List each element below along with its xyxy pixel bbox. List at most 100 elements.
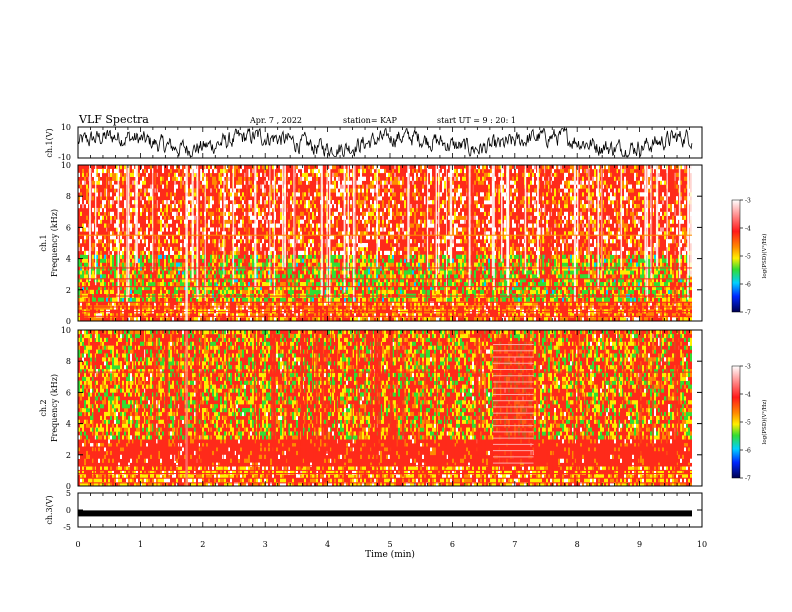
- spectrogram-cell: [400, 211, 402, 216]
- spectrogram-cell: [480, 207, 482, 213]
- spectrogram-cell: [532, 200, 534, 205]
- spectrogram-cell: [212, 196, 214, 201]
- spectrogram-cell: [554, 313, 556, 318]
- spectrogram-cell: [254, 313, 256, 318]
- spectrogram-cell: [222, 289, 224, 294]
- spectrogram-cell: [270, 196, 272, 201]
- spectrogram-cell: [160, 219, 162, 224]
- spectrogram-cell: [478, 223, 480, 228]
- spectrogram-cell: [362, 254, 364, 259]
- spectrogram-cell: [504, 313, 506, 318]
- spectrogram-cell: [188, 266, 190, 271]
- spectrogram-cell: [266, 207, 268, 213]
- spectrogram-cell: [358, 258, 360, 263]
- spectrogram-cell: [174, 289, 176, 294]
- spectrogram-cell: [372, 266, 374, 271]
- spectrogram-cell: [116, 192, 118, 197]
- spectrogram-cell: [488, 231, 490, 236]
- spectrogram-cell: [416, 196, 418, 201]
- spectrogram-cell: [438, 274, 440, 279]
- spectrogram-cell: [134, 270, 136, 275]
- spectrogram-cell: [422, 317, 424, 321]
- spectrogram-cell: [362, 282, 364, 287]
- spectrogram-cell: [96, 254, 98, 259]
- spectrogram-cell: [392, 285, 394, 291]
- spectrogram-cell: [258, 254, 260, 259]
- spectrogram-cell: [366, 274, 368, 279]
- spectrogram-cell: [362, 188, 364, 193]
- spectrogram-cell: [494, 176, 496, 181]
- spectrogram-cell: [398, 243, 400, 248]
- spectrogram-cell: [172, 211, 174, 216]
- spectrogram-cell: [172, 176, 174, 181]
- spectrogram-cell: [248, 168, 250, 174]
- spectrogram-cell: [340, 285, 342, 291]
- spectrogram-cell: [226, 184, 228, 189]
- spectrogram-cell: [174, 215, 176, 220]
- spectrogram-cell: [270, 285, 272, 291]
- spectrogram-cell: [314, 168, 316, 174]
- spectrogram-cell: [178, 254, 180, 259]
- spectrogram-cell: [556, 301, 558, 306]
- spectrogram-cell: [464, 204, 466, 209]
- spectrogram-cell: [112, 297, 114, 302]
- spectrogram-cell: [350, 254, 352, 259]
- spectrogram-cell: [238, 266, 240, 271]
- spectrogram-cell: [100, 305, 102, 310]
- spectrogram-cell: [418, 219, 420, 224]
- spectrogram-cell: [430, 305, 432, 310]
- spectrogram-cell: [82, 282, 84, 287]
- spectrogram-cell: [360, 317, 362, 321]
- spectrogram-cell: [256, 317, 258, 321]
- spectrogram-cell: [380, 301, 382, 306]
- spectrogram-cell: [146, 239, 148, 244]
- spectrogram-cell: [428, 184, 430, 189]
- spectrogram-cell: [134, 297, 136, 302]
- spectrogram-cell: [188, 282, 190, 287]
- spectrogram-cell: [254, 297, 256, 302]
- spectrogram-cell: [462, 227, 464, 232]
- spectrogram-cell: [558, 223, 560, 228]
- spectrogram-cell: [176, 266, 178, 271]
- spectrogram-cell: [238, 243, 240, 248]
- spectrogram-cell: [308, 258, 310, 263]
- spectrogram-cell: [516, 289, 518, 294]
- spectrogram-cell: [516, 215, 518, 220]
- spectrogram-cell: [460, 204, 462, 209]
- spectrogram-cell: [398, 305, 400, 310]
- spectrogram-cell: [194, 289, 196, 294]
- spectrogram-cell: [130, 239, 132, 244]
- spectrogram-cell: [516, 297, 518, 302]
- spectrogram-cell: [264, 274, 266, 279]
- spectrogram-cell: [536, 285, 538, 291]
- spectrogram-cell: [460, 258, 462, 263]
- spectrogram-cell: [100, 262, 102, 267]
- spectrogram-cell: [456, 305, 458, 310]
- spectrogram-cell: [142, 207, 144, 213]
- spectrogram-cell: [308, 168, 310, 174]
- spectrogram-cell: [120, 196, 122, 201]
- spectrogram-cell: [240, 305, 242, 310]
- spectrogram-cell: [274, 215, 276, 220]
- spectrogram-cell: [494, 254, 496, 259]
- spectrogram-cell: [462, 215, 464, 220]
- spectrogram-cell: [424, 165, 426, 170]
- spectrogram-cell: [178, 168, 180, 174]
- spectrogram-cell: [338, 239, 340, 244]
- spectrogram-cell: [246, 289, 248, 294]
- spectrogram-cell: [236, 305, 238, 310]
- spectrogram-cell: [248, 282, 250, 287]
- spectrogram-cell: [372, 192, 374, 197]
- spectrogram-cell: [416, 188, 418, 193]
- spectrogram-cell: [546, 278, 548, 283]
- spectrogram-cell: [404, 258, 406, 263]
- spectrogram-cell: [486, 289, 488, 294]
- spectrogram-cell: [492, 285, 494, 291]
- spectrogram-cell: [136, 282, 138, 287]
- spectrogram-cell: [548, 313, 550, 318]
- spectrogram-cell: [306, 176, 308, 181]
- spectrogram-cell: [464, 172, 466, 177]
- spectrogram-cell: [224, 285, 226, 291]
- spectrogram-cell: [180, 200, 182, 205]
- spectrogram-cell: [488, 172, 490, 177]
